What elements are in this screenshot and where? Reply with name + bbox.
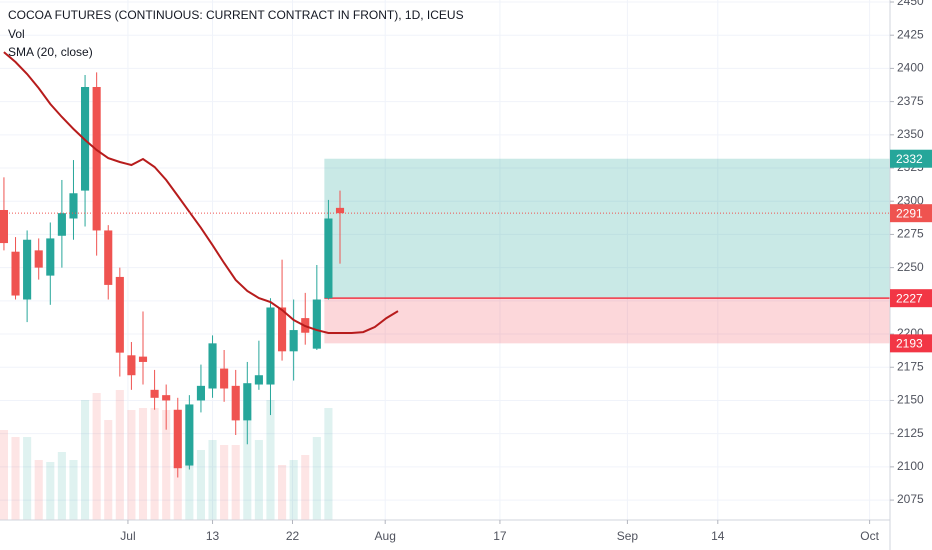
candle-body [220,368,229,389]
candle-body [115,276,124,353]
volume-bar [57,452,66,520]
volume-bar [208,440,217,520]
volume-bar [220,445,229,520]
volume-legend: Vol [8,27,25,41]
volume-bar [254,440,263,520]
target-zone [324,158,890,299]
volume-bar [0,430,8,520]
candle-body [196,385,206,401]
x-tick-label: 13 [206,529,220,543]
candle-body [254,375,263,385]
y-tick-label: 2450 [897,0,924,8]
entry-price-label-bg [890,289,932,308]
candle-body [23,239,32,300]
candle-body [231,385,240,421]
entry-price-label: 2227 [896,291,923,305]
candle-body [34,250,43,268]
x-tick-label: 14 [711,529,725,543]
candle-body [266,307,275,385]
volume-bar [150,408,159,520]
last-price-label-bg [890,204,932,223]
candle-body [0,209,8,244]
candle-body [69,193,78,219]
y-tick-label: 2300 [897,193,924,207]
candle-body [208,343,217,389]
grid [0,0,890,520]
volume-bar [81,400,90,520]
candle-body [104,230,113,285]
volume-bar [266,400,275,520]
stop-price-label: 2193 [896,337,923,351]
candle-body [127,355,136,376]
candle-body [57,213,66,236]
stop-price-label-bg [890,334,932,353]
volume-bar [301,455,310,520]
volume-bar [162,410,171,520]
candle-body [173,409,182,469]
candle-body [11,251,20,296]
y-tick-label: 2275 [897,227,924,241]
position-layer [324,158,890,344]
candle-body [312,299,321,349]
candle-body [185,404,194,466]
candle-body [243,383,252,421]
candle-body [335,207,345,214]
volume-bar [289,460,298,520]
volume-bar [92,393,101,520]
y-tick-label: 2350 [897,127,924,141]
x-tick-label: 22 [286,529,300,543]
volume-bar [104,420,113,520]
y-tick-label: 2125 [897,426,924,440]
candle-body [278,307,287,352]
y-tick-label: 2175 [897,359,924,373]
volume-bar [138,408,148,520]
volume-bar [196,450,206,520]
y-tick-label: 2150 [897,393,924,407]
candle-body [324,218,333,299]
volume-layer [0,390,333,520]
candle-body [92,86,101,231]
candle-body [138,356,148,362]
target-price-label-bg [890,149,932,168]
price-labels: 2332 2291 2227 2193 [890,149,932,353]
volume-bar [46,462,55,520]
volume-bar [185,440,194,520]
volume-bar [231,445,240,520]
sma-line [3,51,399,334]
y-tick-label: 2250 [897,260,924,274]
volume-bar [312,437,321,520]
x-tick-label: Oct [860,529,879,543]
y-tick-label: 2425 [897,27,924,41]
candle-body [46,238,55,276]
volume-bar [127,410,136,520]
target-price-label: 2332 [896,152,923,166]
x-tick-label: Jul [120,529,135,543]
sma-legend: SMA (20, close) [8,45,93,59]
x-tick-label: Aug [375,529,396,543]
volume-bar [278,465,287,520]
volume-bar [23,437,32,520]
y-tick-label: 2400 [897,61,924,75]
volume-bar [11,437,20,520]
x-tick-label: 17 [493,529,507,543]
candle-body [162,395,171,401]
stop-zone [324,298,890,344]
x-tick-label: Sep [617,529,639,543]
volume-bar [243,408,252,520]
candle-body [150,389,159,398]
volume-bar [324,408,333,520]
y-tick-label: 2375 [897,94,924,108]
chart-title: COCOA FUTURES (CONTINUOUS: CURRENT CONTR… [8,8,464,22]
y-tick-label: 2100 [897,459,924,473]
volume-bar [115,390,124,520]
candle-body [289,330,298,352]
volume-bar [173,435,182,520]
volume-bar [69,460,78,520]
last-price-label: 2291 [896,206,923,220]
candle-layer [0,51,890,478]
y-tick-label: 2075 [897,492,924,506]
volume-bar [34,460,43,520]
